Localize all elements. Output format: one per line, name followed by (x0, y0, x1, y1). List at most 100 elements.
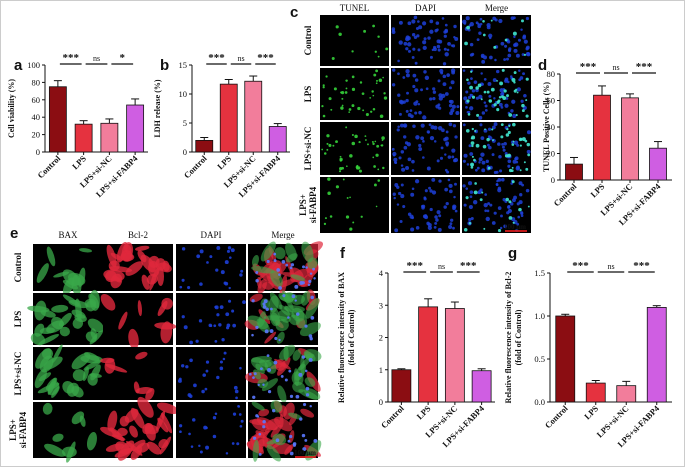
cell (44, 443, 66, 457)
cell (492, 16, 497, 21)
y-axis-label-line: TUNEL Positive Cells (%) (542, 82, 551, 172)
cell (296, 312, 300, 316)
significance-label: ns (607, 262, 614, 271)
cell (465, 106, 468, 109)
cell (202, 373, 206, 377)
bar-0 (391, 369, 412, 403)
cell (110, 252, 123, 261)
cell (436, 159, 440, 163)
column-header: DAPI (415, 3, 436, 13)
cell (154, 322, 177, 330)
cell (59, 326, 70, 337)
cell (302, 447, 307, 451)
cell (251, 299, 255, 303)
y-axis-label: Relative fluorescence intensity of BAX(f… (337, 272, 356, 403)
cell (397, 93, 401, 97)
cell (188, 432, 191, 436)
cell (199, 249, 204, 254)
cell (446, 48, 450, 52)
cell (341, 97, 344, 100)
cell (517, 215, 521, 219)
cell (494, 58, 497, 62)
cell (471, 127, 474, 131)
cell (345, 79, 348, 82)
cell (158, 439, 169, 449)
cell (195, 339, 199, 343)
cell (479, 17, 483, 21)
cell (411, 216, 415, 220)
cell (409, 109, 413, 112)
y-tick-label: 0.5 (534, 354, 545, 364)
cell (445, 143, 449, 147)
cell (407, 49, 411, 53)
cell (430, 125, 435, 130)
cell (469, 152, 474, 156)
cell (274, 336, 278, 341)
row-label-line: LPS (13, 311, 23, 328)
cell (304, 438, 308, 442)
cell (27, 305, 50, 313)
cell (525, 52, 530, 57)
cell (508, 200, 512, 204)
cell (219, 366, 224, 371)
cell (503, 141, 507, 146)
cell (233, 385, 238, 390)
y-tick-label: 4 (379, 268, 384, 278)
significance-label: *** (572, 260, 589, 272)
cell (415, 135, 420, 140)
cell (417, 48, 421, 52)
cell (400, 150, 405, 154)
cell (251, 266, 275, 274)
cell (512, 122, 516, 127)
cell (503, 89, 507, 93)
cell (424, 75, 430, 81)
y-axis-label-line: Relative fluorescence intensity of Bcl-2 (504, 272, 513, 404)
cell (38, 334, 60, 345)
row-label: LPS+si-FABP4 (8, 411, 28, 448)
cell (230, 248, 235, 253)
cell (505, 97, 509, 100)
cell (142, 422, 154, 435)
cell (508, 47, 512, 51)
cell (239, 273, 243, 277)
cell (413, 15, 418, 20)
cell (448, 103, 453, 108)
cell (348, 108, 352, 111)
cell (326, 142, 329, 145)
cell (515, 114, 518, 117)
cell (373, 165, 376, 168)
cell (332, 144, 335, 147)
bar-1 (74, 123, 93, 153)
cell (515, 160, 519, 164)
micrograph-tile (320, 15, 389, 66)
cell (475, 143, 480, 148)
scale-bar-label: 100 μm (504, 223, 526, 231)
cell (313, 277, 316, 280)
cell (262, 305, 267, 309)
y-tick-label: 1 (379, 365, 383, 375)
cell (352, 221, 355, 224)
cell (431, 190, 437, 195)
cell (448, 225, 453, 230)
cell (394, 228, 399, 233)
cell (375, 153, 379, 157)
cell (308, 357, 313, 362)
cell (453, 157, 459, 163)
cell (327, 191, 331, 195)
row-label-line: si-FABP4 (18, 411, 28, 448)
cell (506, 127, 509, 131)
cell (399, 123, 404, 128)
cell (312, 267, 316, 271)
cell (511, 180, 515, 184)
cell (447, 155, 452, 159)
cell (463, 21, 467, 25)
cell (305, 393, 310, 397)
cell (198, 444, 201, 448)
cell (198, 319, 203, 323)
cell (442, 82, 447, 87)
cell (293, 368, 300, 387)
cell (426, 130, 430, 134)
cell (108, 260, 120, 272)
cell (299, 322, 321, 337)
cell (411, 19, 416, 24)
